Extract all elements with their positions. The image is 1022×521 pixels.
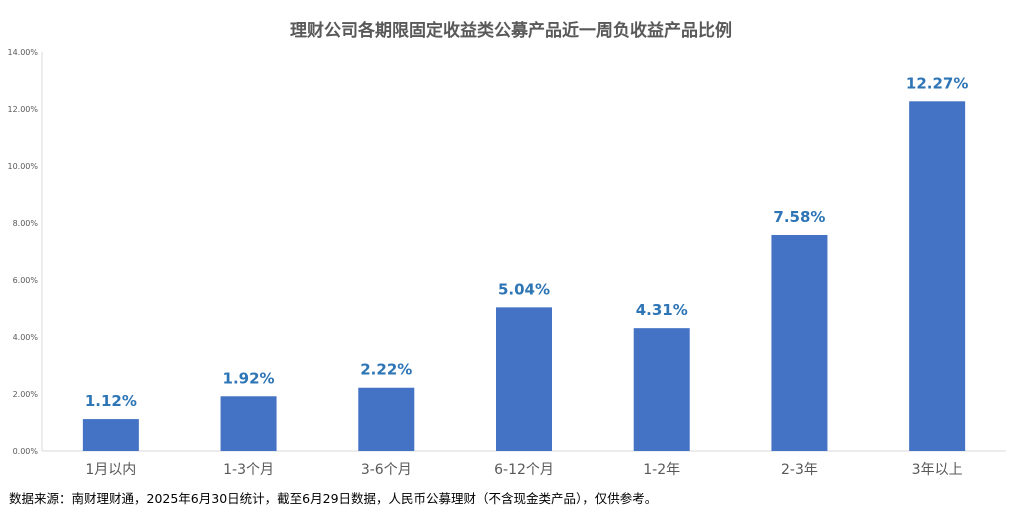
x-axis: 1月以内 1-3个月 3-6个月 6-12个月 1-2年 2-3年 3年以上	[42, 450, 1006, 478]
bar-data-label: 2.22%	[360, 361, 412, 379]
y-tick-label: 10.00%	[7, 162, 38, 171]
x-category-label: 1-2年	[643, 462, 680, 478]
bar-data-label: 7.58%	[773, 208, 825, 226]
y-tick-label: 0.00%	[13, 447, 39, 456]
x-category-label: 3-6个月	[361, 462, 412, 478]
chart-title: 理财公司各期限固定收益类公募产品近一周负收益产品比例	[290, 21, 732, 41]
bar-data-label: 12.27%	[906, 74, 968, 92]
bar-data-label: 1.12%	[85, 392, 137, 410]
bar	[771, 234, 828, 451]
source-footnote: 数据来源：南财理财通，2025年6月30日统计，截至6月29日数据，人民币公募理…	[9, 491, 658, 506]
bar	[358, 387, 415, 451]
y-tick-label: 2.00%	[13, 390, 39, 399]
y-tick-label: 6.00%	[13, 276, 39, 285]
bar-data-label: 5.04%	[498, 280, 550, 298]
x-category-label: 2-3年	[781, 462, 818, 478]
y-tick-label: 4.00%	[13, 333, 39, 342]
bar	[220, 396, 277, 451]
x-category-label: 6-12个月	[494, 462, 554, 478]
bar-data-label: 1.92%	[223, 369, 275, 387]
data-labels-group: 1.12% 1.92% 2.22% 5.04% 4.31% 7.58% 12.27%	[85, 74, 969, 410]
bar-data-label: 4.31%	[636, 301, 688, 319]
bars-group	[82, 101, 966, 452]
x-category-label: 1-3个月	[223, 462, 274, 478]
bar	[496, 307, 552, 451]
y-tick-label: 8.00%	[13, 219, 39, 228]
bar	[909, 101, 966, 452]
bar	[82, 419, 139, 451]
y-tick-label: 12.00%	[7, 105, 38, 114]
x-category-label: 1月以内	[85, 462, 136, 478]
y-axis: 0.00% 2.00% 4.00% 6.00% 8.00% 10.00% 12.00% 14.…	[7, 48, 43, 456]
x-category-label: 3年以上	[912, 462, 963, 478]
bar	[633, 328, 690, 451]
y-tick-label: 14.00%	[7, 48, 38, 57]
